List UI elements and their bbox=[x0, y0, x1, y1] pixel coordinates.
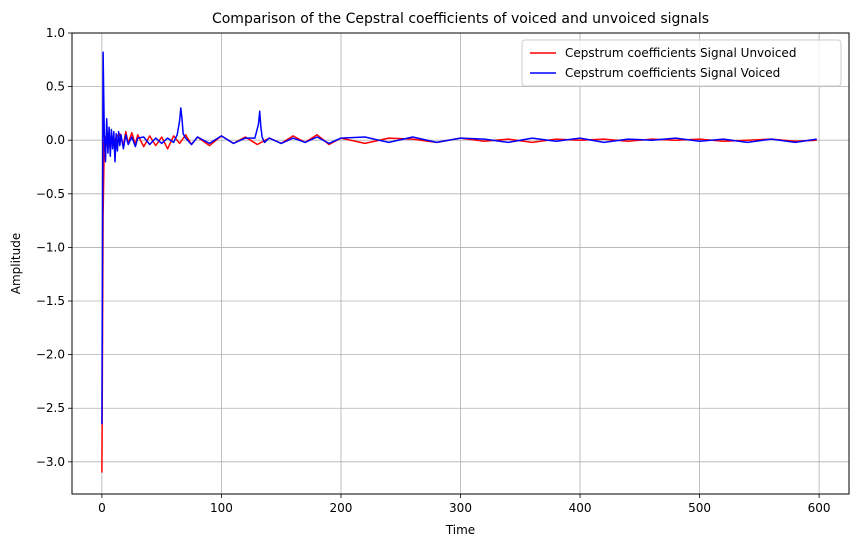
series-line-unvoiced bbox=[101, 130, 817, 473]
grid-lines bbox=[72, 32, 849, 494]
y-tick-label: 0.0 bbox=[46, 133, 65, 147]
legend-label: Cepstrum coefficients Signal Voiced bbox=[565, 66, 780, 80]
x-tick-label: 500 bbox=[688, 501, 711, 515]
x-tick-label: 600 bbox=[808, 501, 831, 515]
axis-ticks: 0 100 200 300 400 500 600 −3.0 −2.5 −2.0 −1.5 −1.0 −… bbox=[36, 26, 831, 515]
y-tick-label: −1.5 bbox=[36, 294, 65, 308]
series-line-voiced bbox=[101, 51, 817, 425]
y-axis-title: Amplitude bbox=[9, 233, 23, 295]
y-tick-label: −2.5 bbox=[36, 401, 65, 415]
series-layer bbox=[101, 51, 817, 473]
legend: Cepstrum coefficients Signal Unvoiced Cep… bbox=[521, 39, 842, 87]
chart-title: Comparison of the Cepstral coefficients … bbox=[212, 11, 709, 27]
x-tick-label: 0 bbox=[98, 501, 106, 515]
legend-box bbox=[521, 39, 842, 87]
x-tick-label: 200 bbox=[330, 501, 353, 515]
y-tick-label: −1.0 bbox=[36, 240, 65, 254]
x-tick-label: 100 bbox=[210, 501, 233, 515]
y-tick-label: −2.0 bbox=[36, 348, 65, 362]
x-tick-label: 300 bbox=[449, 501, 472, 515]
y-tick-label: −0.5 bbox=[36, 187, 65, 201]
x-axis-title: Time bbox=[445, 523, 475, 537]
y-tick-label: −3.0 bbox=[36, 455, 65, 469]
y-tick-label: 0.5 bbox=[46, 80, 65, 94]
y-tick-label: 1.0 bbox=[46, 26, 65, 40]
x-tick-label: 400 bbox=[569, 501, 592, 515]
legend-label: Cepstrum coefficients Signal Unvoiced bbox=[565, 46, 796, 60]
